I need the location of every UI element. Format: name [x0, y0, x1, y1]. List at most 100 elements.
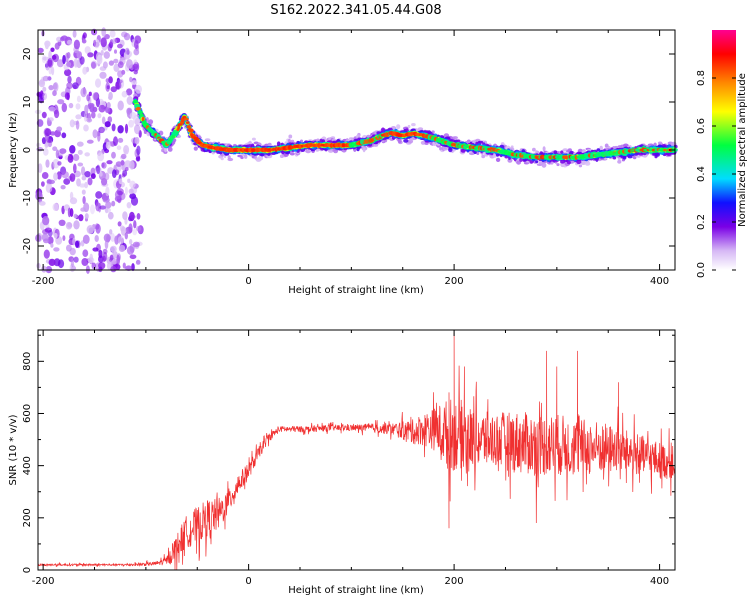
noise-speckle	[43, 148, 49, 156]
noise-speckle	[56, 171, 62, 180]
noise-speckle	[101, 178, 108, 186]
noise-speckle	[86, 225, 95, 234]
noise-speckle	[116, 145, 122, 150]
noise-speckle	[42, 216, 50, 226]
noise-speckle	[73, 39, 80, 50]
ridge-cell	[220, 157, 224, 161]
ridge-cell	[257, 155, 264, 161]
noise-speckle	[68, 102, 74, 109]
noise-speckle	[102, 255, 106, 263]
noise-speckle	[93, 39, 97, 47]
noise-speckle	[72, 237, 76, 246]
noise-speckle	[104, 121, 111, 128]
noise-speckle	[62, 235, 66, 242]
noise-speckle	[76, 51, 82, 59]
noise-speckle	[105, 141, 111, 149]
noise-speckle	[37, 163, 43, 174]
ridge-cell	[532, 147, 536, 152]
noise-speckle	[134, 124, 141, 135]
noise-speckle	[69, 191, 74, 200]
noise-speckle	[64, 69, 72, 77]
noise-speckle	[66, 82, 73, 90]
ridge-cell	[186, 125, 191, 129]
figure-title: S162.2022.341.05.44.G08	[270, 3, 441, 18]
noise-speckle	[111, 258, 118, 265]
noise-speckle	[41, 111, 47, 119]
noise-speckle	[82, 234, 90, 244]
noise-speckle	[135, 84, 142, 94]
noise-speckle	[131, 80, 138, 86]
ridge-cell	[193, 146, 198, 151]
noise-speckle	[81, 175, 87, 181]
noise-speckle	[108, 76, 113, 84]
noise-speckle	[52, 146, 58, 151]
ridge-cell	[596, 148, 601, 152]
noise-speckle	[95, 78, 101, 88]
noise-speckle	[92, 247, 99, 252]
ridge-cell	[569, 150, 574, 155]
noise-speckle	[84, 213, 89, 220]
ridge-cell	[556, 163, 560, 167]
ridge-cell	[276, 141, 281, 146]
ridge-cell	[403, 139, 409, 143]
noise-speckle	[129, 193, 137, 200]
noise-speckle	[97, 132, 101, 142]
noise-speckle	[92, 92, 99, 101]
noise-speckle	[56, 126, 63, 132]
noise-speckle	[122, 262, 126, 269]
ridge-cell	[622, 155, 627, 160]
noise-speckle	[99, 71, 107, 79]
noise-speckle	[132, 63, 138, 70]
noise-speckle	[97, 113, 102, 119]
noise-speckle	[67, 154, 74, 163]
noise-speckle	[43, 249, 50, 259]
noise-speckle	[67, 207, 71, 218]
noise-speckle	[92, 129, 98, 139]
noise-speckle	[76, 178, 81, 187]
ridge-cell	[542, 146, 546, 152]
ridge-cell	[424, 141, 429, 145]
ridge-cell	[452, 136, 458, 140]
noise-speckle	[96, 164, 101, 175]
ridge-cell	[185, 121, 190, 124]
noise-speckle	[88, 102, 95, 108]
noise-speckle	[91, 111, 96, 119]
noise-speckle	[95, 202, 101, 212]
noise-speckle	[87, 177, 93, 186]
noise-speckle	[109, 30, 116, 38]
noise-speckle	[79, 56, 85, 65]
noise-speckle	[61, 132, 67, 139]
spectral-ridge	[132, 93, 678, 168]
noise-speckle	[117, 137, 124, 143]
noise-speckle	[129, 254, 137, 260]
ridge-cell	[132, 100, 138, 104]
noise-speckle	[129, 112, 137, 119]
noise-speckle	[47, 179, 55, 185]
noise-speckle	[115, 161, 123, 167]
noise-speckle	[53, 172, 58, 181]
noise-speckle	[100, 105, 105, 110]
noise-speckle	[121, 90, 128, 98]
noise-speckle	[42, 86, 47, 92]
noise-speckle	[73, 163, 77, 174]
noise-speckle	[101, 116, 106, 125]
noise-speckle	[52, 82, 58, 90]
noise-speckle	[77, 149, 83, 155]
noise-speckle	[107, 116, 113, 123]
noise-speckle	[87, 52, 94, 58]
noise-speckle	[118, 178, 123, 185]
ridge-cell	[141, 116, 145, 122]
ridge-cell	[134, 103, 141, 108]
ridge-cell	[481, 154, 486, 159]
noise-speckle	[73, 213, 78, 219]
ridge-cell	[143, 130, 148, 134]
noise-speckle	[61, 102, 67, 113]
ridge-cell	[397, 137, 402, 144]
ridge-cell	[305, 149, 311, 154]
noise-speckle	[124, 47, 130, 55]
noise-speckle	[50, 47, 55, 53]
noise-speckle	[128, 119, 135, 128]
noise-speckle	[48, 258, 56, 266]
